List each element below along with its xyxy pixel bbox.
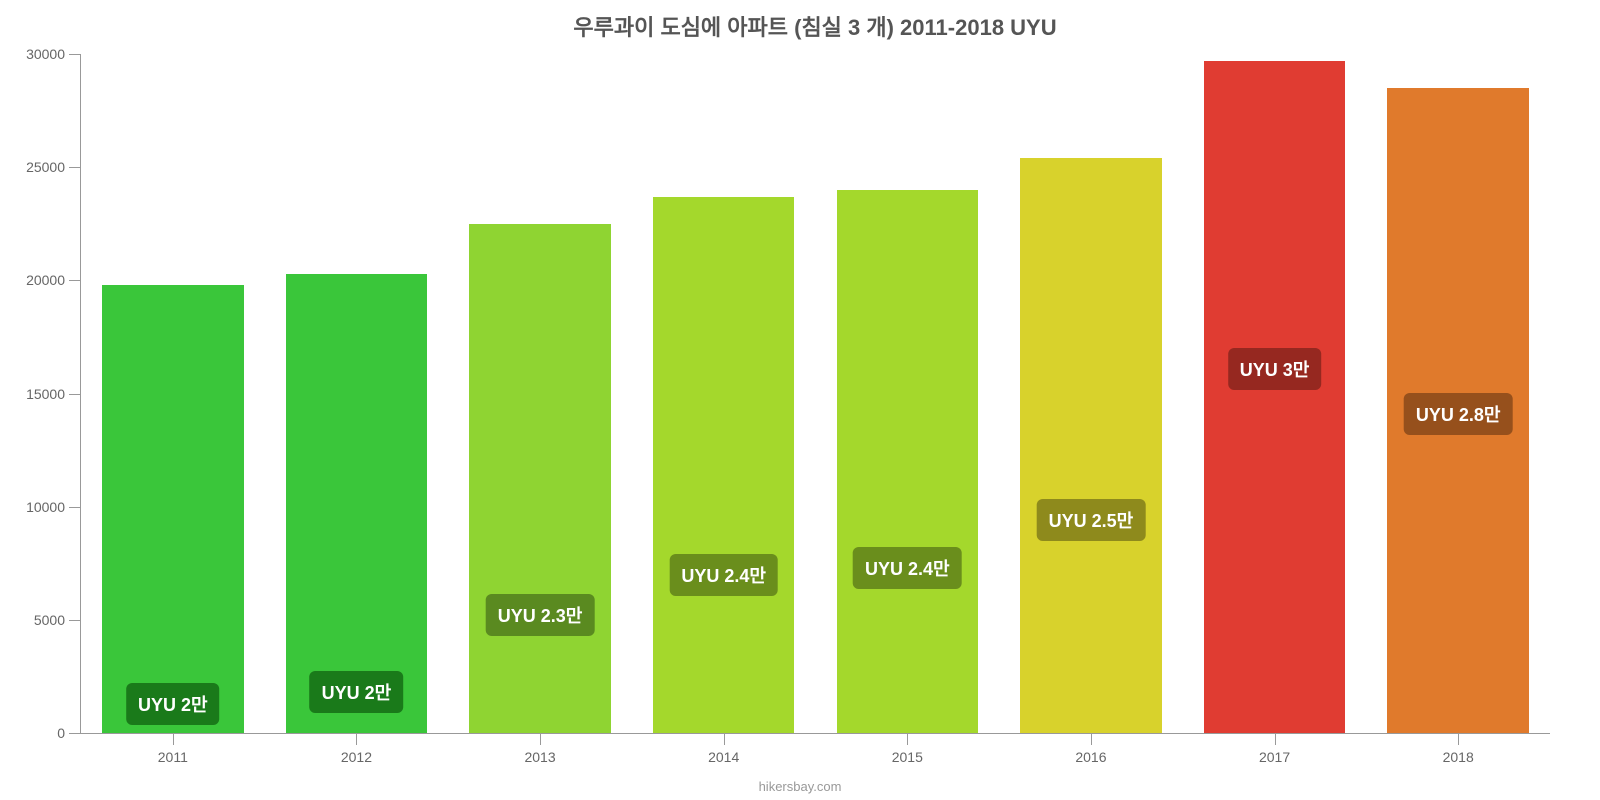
x-tick	[724, 733, 725, 745]
y-axis-label: 5000	[34, 612, 65, 628]
x-axis-label: 2016	[1075, 749, 1106, 765]
y-axis-label: 10000	[26, 499, 65, 515]
bar: UYU 2.4만	[653, 197, 794, 733]
x-axis-label: 2015	[892, 749, 923, 765]
bar-value-label: UYU 2.4만	[669, 554, 778, 596]
bar: UYU 2.3만	[469, 224, 610, 733]
y-tick	[69, 507, 81, 508]
chart-container: 우루과이 도심에 아파트 (침실 3 개) 2011-2018 UYU 0500…	[0, 0, 1600, 800]
y-axis-label: 30000	[26, 46, 65, 62]
x-tick	[907, 733, 908, 745]
bar-value-label: UYU 2만	[126, 683, 220, 725]
x-axis-label: 2017	[1259, 749, 1290, 765]
x-tick	[540, 733, 541, 745]
x-tick	[1091, 733, 1092, 745]
y-tick	[69, 620, 81, 621]
bar-value-label: UYU 2만	[310, 671, 404, 713]
y-tick	[69, 167, 81, 168]
y-axis-label: 15000	[26, 386, 65, 402]
bar: UYU 2.5만	[1020, 158, 1161, 733]
y-tick	[69, 394, 81, 395]
x-axis-label: 2013	[524, 749, 555, 765]
x-tick	[356, 733, 357, 745]
y-tick	[69, 733, 81, 734]
y-tick	[69, 54, 81, 55]
x-tick	[173, 733, 174, 745]
y-axis-label: 25000	[26, 159, 65, 175]
bar-value-label: UYU 2.3만	[486, 594, 595, 636]
bar: UYU 2만	[286, 274, 427, 733]
bar: UYU 2만	[102, 285, 243, 733]
attribution: hikersbay.com	[759, 779, 842, 794]
bar-value-label: UYU 2.5만	[1037, 499, 1146, 541]
bar: UYU 3만	[1204, 61, 1345, 733]
y-axis-label: 20000	[26, 272, 65, 288]
y-axis-label: 0	[57, 725, 65, 741]
x-tick	[1275, 733, 1276, 745]
bar-value-label: UYU 2.4만	[853, 547, 962, 589]
y-tick	[69, 280, 81, 281]
x-axis-label: 2012	[341, 749, 372, 765]
x-axis-label: 2018	[1443, 749, 1474, 765]
plot-area: 0500010000150002000025000300002011UYU 2만…	[80, 54, 1550, 734]
bar: UYU 2.4만	[837, 190, 978, 733]
x-axis-label: 2011	[158, 749, 188, 765]
bar-value-label: UYU 3만	[1228, 348, 1322, 390]
x-axis-label: 2014	[708, 749, 739, 765]
x-tick	[1458, 733, 1459, 745]
chart-title: 우루과이 도심에 아파트 (침실 3 개) 2011-2018 UYU	[80, 10, 1550, 42]
bar: UYU 2.8만	[1387, 88, 1528, 733]
bar-value-label: UYU 2.8만	[1404, 393, 1513, 435]
